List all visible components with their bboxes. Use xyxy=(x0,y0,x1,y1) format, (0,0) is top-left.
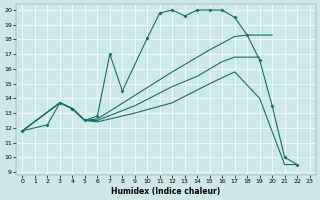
X-axis label: Humidex (Indice chaleur): Humidex (Indice chaleur) xyxy=(111,187,221,196)
